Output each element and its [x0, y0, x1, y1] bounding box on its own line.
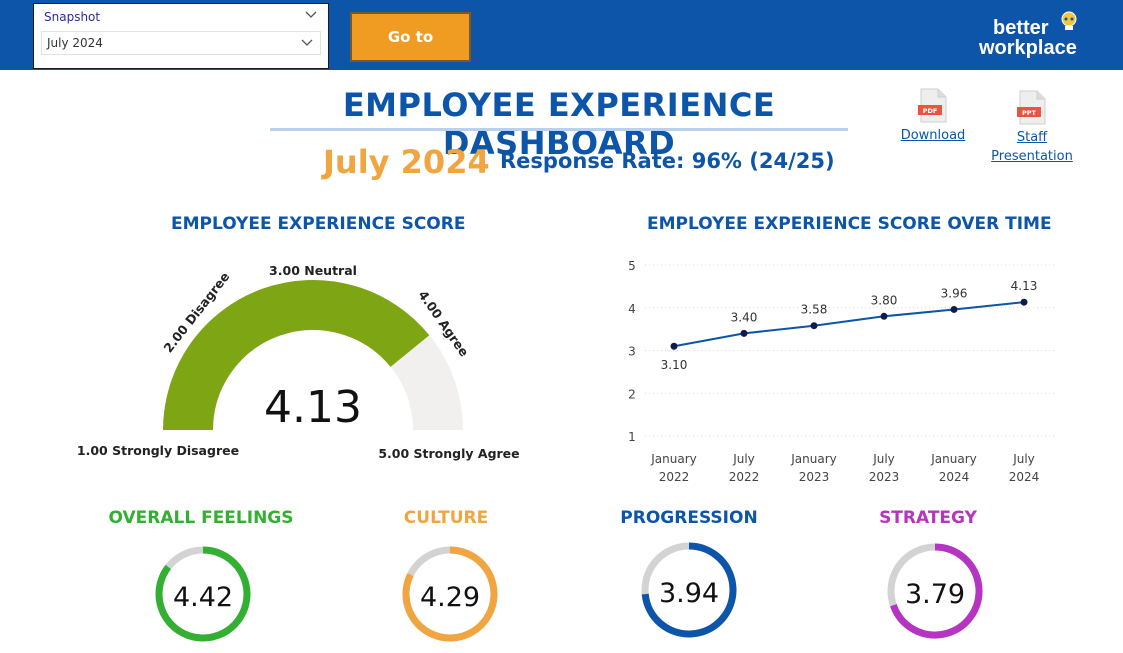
gauge-fill	[163, 280, 430, 431]
gauge-label-max: 5.00 Strongly Agree	[378, 446, 519, 461]
staff-presentation-link[interactable]: PPT Staff Presentation	[988, 90, 1076, 166]
gauge-label-neutral: 3.00 Neutral	[269, 263, 357, 278]
gauge-value: 4.13	[264, 382, 362, 433]
x-tick-label: January	[930, 452, 977, 466]
x-tick-label: 2024	[939, 470, 970, 484]
score-section-title: EMPLOYEE EXPERIENCE SCORE	[171, 214, 466, 234]
x-tick-label: January	[650, 452, 697, 466]
metric-ring-overall-feelings: 4.42	[155, 546, 251, 642]
x-tick-label: 2022	[729, 470, 760, 484]
ppt-badge: PPT	[1022, 109, 1037, 117]
data-point	[880, 312, 888, 320]
logo-text-better: better	[993, 17, 1049, 39]
x-tick-label: January	[790, 452, 837, 466]
snapshot-slicer-title: Snapshot	[44, 10, 101, 24]
ring-progress	[155, 546, 251, 642]
lightbulb-icon	[1061, 11, 1077, 30]
metric-title-strategy: STRATEGY	[879, 508, 977, 528]
snapshot-selected-value: July 2024	[47, 36, 103, 50]
metric-ring-culture: 4.29	[402, 546, 498, 642]
chevron-down-icon[interactable]	[300, 36, 314, 50]
data-label: 3.80	[871, 293, 898, 307]
data-label: 3.10	[661, 358, 688, 372]
x-tick-label: July	[872, 452, 895, 466]
metric-title-overall-feelings: OVERALL FEELINGS	[108, 508, 294, 528]
data-label: 3.40	[731, 310, 758, 324]
y-tick-label: 1	[628, 430, 636, 444]
series-line	[673, 301, 1025, 348]
page-title: EMPLOYEE EXPERIENCE DASHBOARD	[342, 86, 776, 162]
data-point	[1020, 298, 1028, 306]
title-underline	[270, 128, 848, 131]
x-tick-label: 2023	[869, 470, 900, 484]
x-tick-label: 2024	[1009, 470, 1040, 484]
download-label[interactable]: Download	[900, 128, 966, 143]
data-point	[950, 305, 958, 313]
metric-ring-strategy: 3.79	[887, 543, 983, 639]
y-tick-label: 5	[628, 259, 636, 273]
logo-text-workplace: workplace	[978, 37, 1077, 59]
metric-title-culture: CULTURE	[403, 508, 489, 528]
pdf-badge: PDF	[923, 107, 938, 115]
metric-value: 3.79	[905, 579, 965, 610]
better-workplace-logo: better workplace	[978, 11, 1077, 59]
metric-title-progression: PROGRESSION	[620, 508, 758, 528]
top-bar: Snapshot July 2024 Go to better workplac…	[0, 0, 1123, 70]
ring-progress	[890, 543, 983, 639]
data-point	[740, 329, 748, 337]
y-tick-label: 4	[628, 302, 636, 316]
data-point	[670, 342, 678, 350]
chevron-down-icon[interactable]	[304, 8, 318, 22]
data-label: 3.96	[941, 286, 968, 300]
data-label: 3.58	[801, 303, 828, 317]
snapshot-dropdown[interactable]: July 2024	[41, 31, 321, 55]
metric-ring-progression: 3.94	[641, 542, 737, 638]
data-label: 4.13	[1011, 279, 1038, 293]
metric-value: 4.29	[420, 582, 480, 613]
y-tick-label: 2	[628, 387, 636, 401]
x-tick-label: July	[732, 452, 755, 466]
download-link[interactable]: PDF Download	[896, 88, 970, 145]
snapshot-slicer[interactable]: Snapshot July 2024	[33, 3, 329, 69]
score-trend-chart: 1 2 3 4 5 January 2022 July 2022 January 2023 July 2…	[628, 259, 1055, 484]
ring-progress	[641, 542, 737, 638]
gauge-label-min: 1.00 Strongly Disagree	[77, 443, 239, 458]
response-rate: Response Rate: 96% (24/25)	[500, 149, 835, 173]
y-tick-label: 3	[628, 345, 636, 359]
pdf-file-icon: PDF	[918, 88, 947, 123]
metric-value: 3.94	[659, 578, 719, 609]
x-tick-label: 2023	[799, 470, 830, 484]
x-tick-label: July	[1012, 452, 1035, 466]
period-label: July 2024	[323, 143, 490, 181]
x-tick-label: 2022	[659, 470, 690, 484]
go-to-button[interactable]: Go to	[350, 12, 471, 62]
data-point	[810, 322, 818, 330]
presentation-label-line2[interactable]: Presentation	[991, 149, 1073, 164]
presentation-label-line1[interactable]: Staff	[1016, 130, 1048, 145]
ppt-file-icon: PPT	[1017, 90, 1046, 125]
trend-section-title: EMPLOYEE EXPERIENCE SCORE OVER TIME	[647, 214, 1052, 234]
ring-progress	[402, 546, 498, 642]
score-gauge: 4.13 1.00 Strongly Disagree 5.00 Strongl…	[77, 263, 520, 461]
metric-value: 4.42	[173, 582, 233, 613]
